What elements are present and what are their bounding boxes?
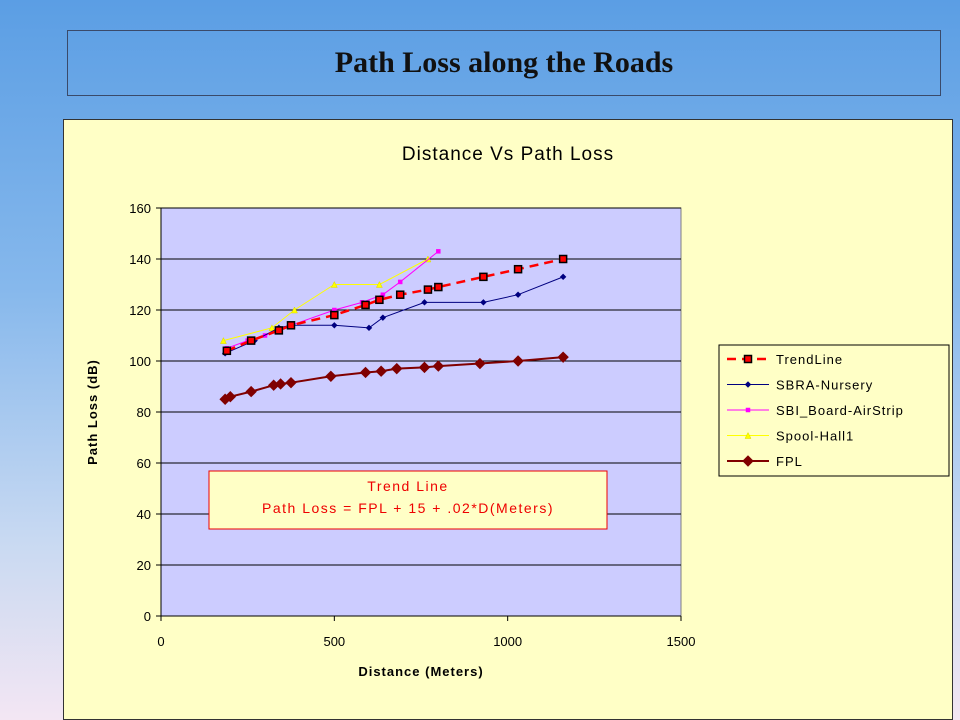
chart-area: Distance Vs Path Loss 0 20 40 60 80 100 120 140… xyxy=(63,119,953,720)
data-point-trendline xyxy=(558,254,568,264)
data-point-sbra-nursery xyxy=(421,299,428,306)
data-point-trendline xyxy=(330,310,339,320)
y-tick-label: 40 xyxy=(137,507,151,522)
legend-label-sbra-nursery: SBRA-Nursery xyxy=(776,378,873,393)
legend-marker-sbra-nursery xyxy=(744,381,752,388)
slide-title: Path Loss along the Roads xyxy=(334,46,674,79)
data-point-sbi-board-airstrip xyxy=(436,249,441,254)
data-point-fpl xyxy=(325,370,337,383)
legend: TrendLine SBRA-Nursery SBI_Board-AirStrip S… xyxy=(718,344,950,477)
slide-title-box: Path Loss along the Roads xyxy=(67,30,941,96)
data-point-fpl xyxy=(359,366,372,379)
data-point-trendline xyxy=(434,282,443,292)
data-point-trendline xyxy=(479,272,488,282)
x-tick-label: 1500 xyxy=(667,634,696,649)
data-point-sbra-nursery xyxy=(559,273,567,281)
data-point-sbra-nursery xyxy=(331,322,338,329)
data-point-spool-hall1 xyxy=(219,337,227,344)
data-point-trendline xyxy=(375,295,384,305)
trend-annotation: Trend Line Path Loss = FPL + 15 + .02*D(… xyxy=(208,470,608,530)
y-tick-label: 140 xyxy=(129,252,151,267)
data-point-sbra-nursery xyxy=(379,314,387,321)
x-tick-label: 0 xyxy=(157,634,164,649)
data-point-fpl xyxy=(557,351,569,363)
data-point-fpl xyxy=(245,385,257,398)
data-point-trendline xyxy=(286,321,296,330)
plot-group: 0 20 40 60 80 100 120 140 160 0 500 1000 1500 xyxy=(129,201,695,649)
data-point-spool-hall1 xyxy=(291,306,298,314)
x-tick-label: 500 xyxy=(323,634,345,649)
data-point-sbi-board-airstrip xyxy=(397,279,403,285)
chart-title: Distance Vs Path Loss xyxy=(402,144,614,165)
legend-marker-spool-hall1 xyxy=(744,431,752,439)
data-point-trendline xyxy=(222,346,232,356)
data-point-fpl xyxy=(474,357,486,370)
data-point-fpl xyxy=(274,378,287,390)
y-tick-label: 60 xyxy=(137,456,151,471)
data-point-trendline xyxy=(274,326,284,335)
legend-label-spool-hall1: Spool-Hall1 xyxy=(776,429,854,444)
legend-marker-sbi-board-airstrip xyxy=(745,407,751,413)
data-point-sbra-nursery xyxy=(365,324,373,332)
y-tick-label: 80 xyxy=(137,405,151,420)
annotation-line2: Path Loss = FPL + 15 + .02*D(Meters) xyxy=(262,500,554,516)
x-tick-label: 1000 xyxy=(493,634,522,649)
data-point-fpl xyxy=(418,361,431,374)
y-tick-label: 20 xyxy=(137,558,151,573)
y-tick-label: 120 xyxy=(129,303,151,318)
legend-label-sbi-board-airstrip: SBI_Board-AirStrip xyxy=(776,403,904,418)
data-point-trendline xyxy=(513,264,523,274)
annotation-line1: Trend Line xyxy=(367,478,448,494)
data-point-fpl xyxy=(432,360,445,372)
legend-marker-fpl xyxy=(742,455,754,467)
data-point-fpl xyxy=(224,390,237,403)
data-point-trendline xyxy=(246,336,256,345)
data-point-trendline xyxy=(361,300,370,310)
data-point-trendline xyxy=(423,285,433,294)
y-axis-label: Path Loss (dB) xyxy=(85,359,100,465)
data-point-fpl xyxy=(375,365,387,377)
data-point-spool-hall1 xyxy=(375,280,383,288)
series-line-spool-hall1 xyxy=(223,258,429,342)
data-point-sbra-nursery xyxy=(480,299,487,306)
y-tick-label: 100 xyxy=(129,354,151,369)
legend-label-fpl: FPL xyxy=(776,454,803,469)
legend-label-trendline: TrendLine xyxy=(776,352,843,367)
y-tick-label: 0 xyxy=(144,609,151,624)
annotation-box xyxy=(208,470,608,530)
x-axis-label: Distance (Meters) xyxy=(358,664,483,679)
data-point-sbra-nursery xyxy=(514,291,522,298)
legend-marker-trendline xyxy=(743,354,753,364)
data-point-fpl xyxy=(391,362,403,375)
data-point-fpl xyxy=(512,355,524,367)
y-tick-label: 160 xyxy=(129,201,151,216)
data-point-spool-hall1 xyxy=(330,280,338,288)
data-point-fpl xyxy=(285,376,297,389)
data-point-trendline xyxy=(395,290,405,299)
data-point-spool-hall1 xyxy=(268,324,276,332)
chart-svg: Distance Vs Path Loss 0 20 40 60 80 100 120 140… xyxy=(85,144,950,679)
